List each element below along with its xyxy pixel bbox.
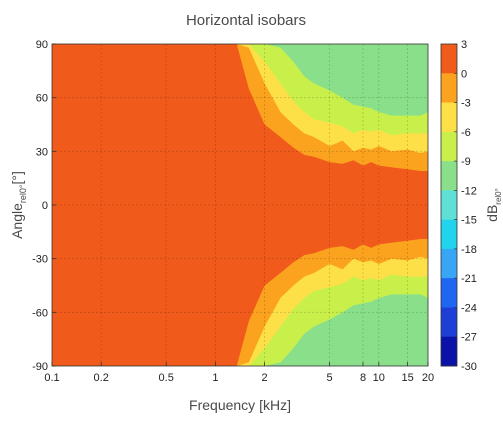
colorbar-label-main: dB <box>484 205 500 222</box>
y-tick-label: 30 <box>36 146 48 158</box>
x-axis-ticks: 0.1 0.2 0.5 1 2 5 8 10 15 20 <box>44 362 434 384</box>
colorbar-tick-label: -15 <box>461 215 477 227</box>
isobar-band-minus12-db-angle-upper <box>236 44 428 116</box>
colorbar-tick-label: -18 <box>461 244 477 256</box>
y-axis-ticks: 90 60 30 0 -30 -60 -90 <box>32 39 56 373</box>
colorbar-tick-label: -24 <box>461 303 477 315</box>
colorbar-tick-label: -9 <box>461 156 471 168</box>
y-tick-label: -60 <box>32 307 48 319</box>
colorbar-tick-label: -12 <box>461 185 477 197</box>
colorbar-tick-label: -30 <box>461 361 477 373</box>
x-tick-label: 10 <box>373 372 385 384</box>
x-tick-label: 20 <box>422 372 434 384</box>
colorbar-tick-label: -3 <box>461 98 471 110</box>
colorbar-tick-label: 3 <box>461 39 467 51</box>
colorbar-swatch <box>441 248 457 279</box>
x-tick-label: 1 <box>212 372 218 384</box>
y-axis-label: Anglerel0°[°] <box>9 171 28 239</box>
y-tick-label: 0 <box>42 200 48 212</box>
colorbar-swatch <box>441 44 457 74</box>
colorbar-tick-label: 0 <box>461 68 467 80</box>
colorbar <box>441 44 457 367</box>
colorbar-tick-label: -6 <box>461 127 471 139</box>
isobar-band-minus12-db-angle-lower <box>236 294 428 366</box>
y-tick-label: 90 <box>36 39 48 51</box>
x-tick-label: 2 <box>262 372 268 384</box>
colorbar-swatch <box>441 336 457 367</box>
colorbar-tick-label: -21 <box>461 273 477 285</box>
colorbar-swatch <box>441 190 457 221</box>
y-tick-label: 60 <box>36 93 48 105</box>
plot-area <box>52 44 428 366</box>
colorbar-swatch <box>441 131 457 162</box>
x-tick-label: 0.5 <box>159 372 174 384</box>
colorbar-swatch <box>441 161 457 191</box>
colorbar-swatch <box>441 219 457 250</box>
x-tick-label: 0.1 <box>44 372 59 384</box>
colorbar-label-sub: rel0° <box>494 188 503 205</box>
colorbar-ticks: 3 0 -3 -6 -9 -12 -15 -18 -21 -24 -27 -30 <box>454 39 477 373</box>
colorbar-swatch <box>441 278 457 308</box>
x-tick-label: 5 <box>327 372 333 384</box>
y-axis-label-main: Angle <box>9 203 25 239</box>
x-tick-label: 8 <box>360 372 366 384</box>
colorbar-frame <box>440 43 458 367</box>
y-axis-label-sub: rel0° <box>18 184 28 203</box>
isobar-bands <box>236 44 428 366</box>
colorbar-swatch <box>441 102 457 133</box>
colorbar-tick-label: -27 <box>461 332 477 344</box>
colorbar-swatch <box>441 73 457 103</box>
y-axis-label-unit: [°] <box>9 171 25 184</box>
x-tick-label: 15 <box>401 372 413 384</box>
grid-lines <box>52 44 428 366</box>
chart-title: Horizontal isobars <box>186 12 306 29</box>
colorbar-label: dBrel0° <box>484 188 503 222</box>
y-tick-label: -30 <box>32 254 48 266</box>
y-tick-label: -90 <box>32 361 48 373</box>
colorbar-swatch <box>441 307 457 338</box>
x-axis-label: Frequency [kHz] <box>189 397 291 413</box>
x-tick-label: 0.2 <box>94 372 109 384</box>
